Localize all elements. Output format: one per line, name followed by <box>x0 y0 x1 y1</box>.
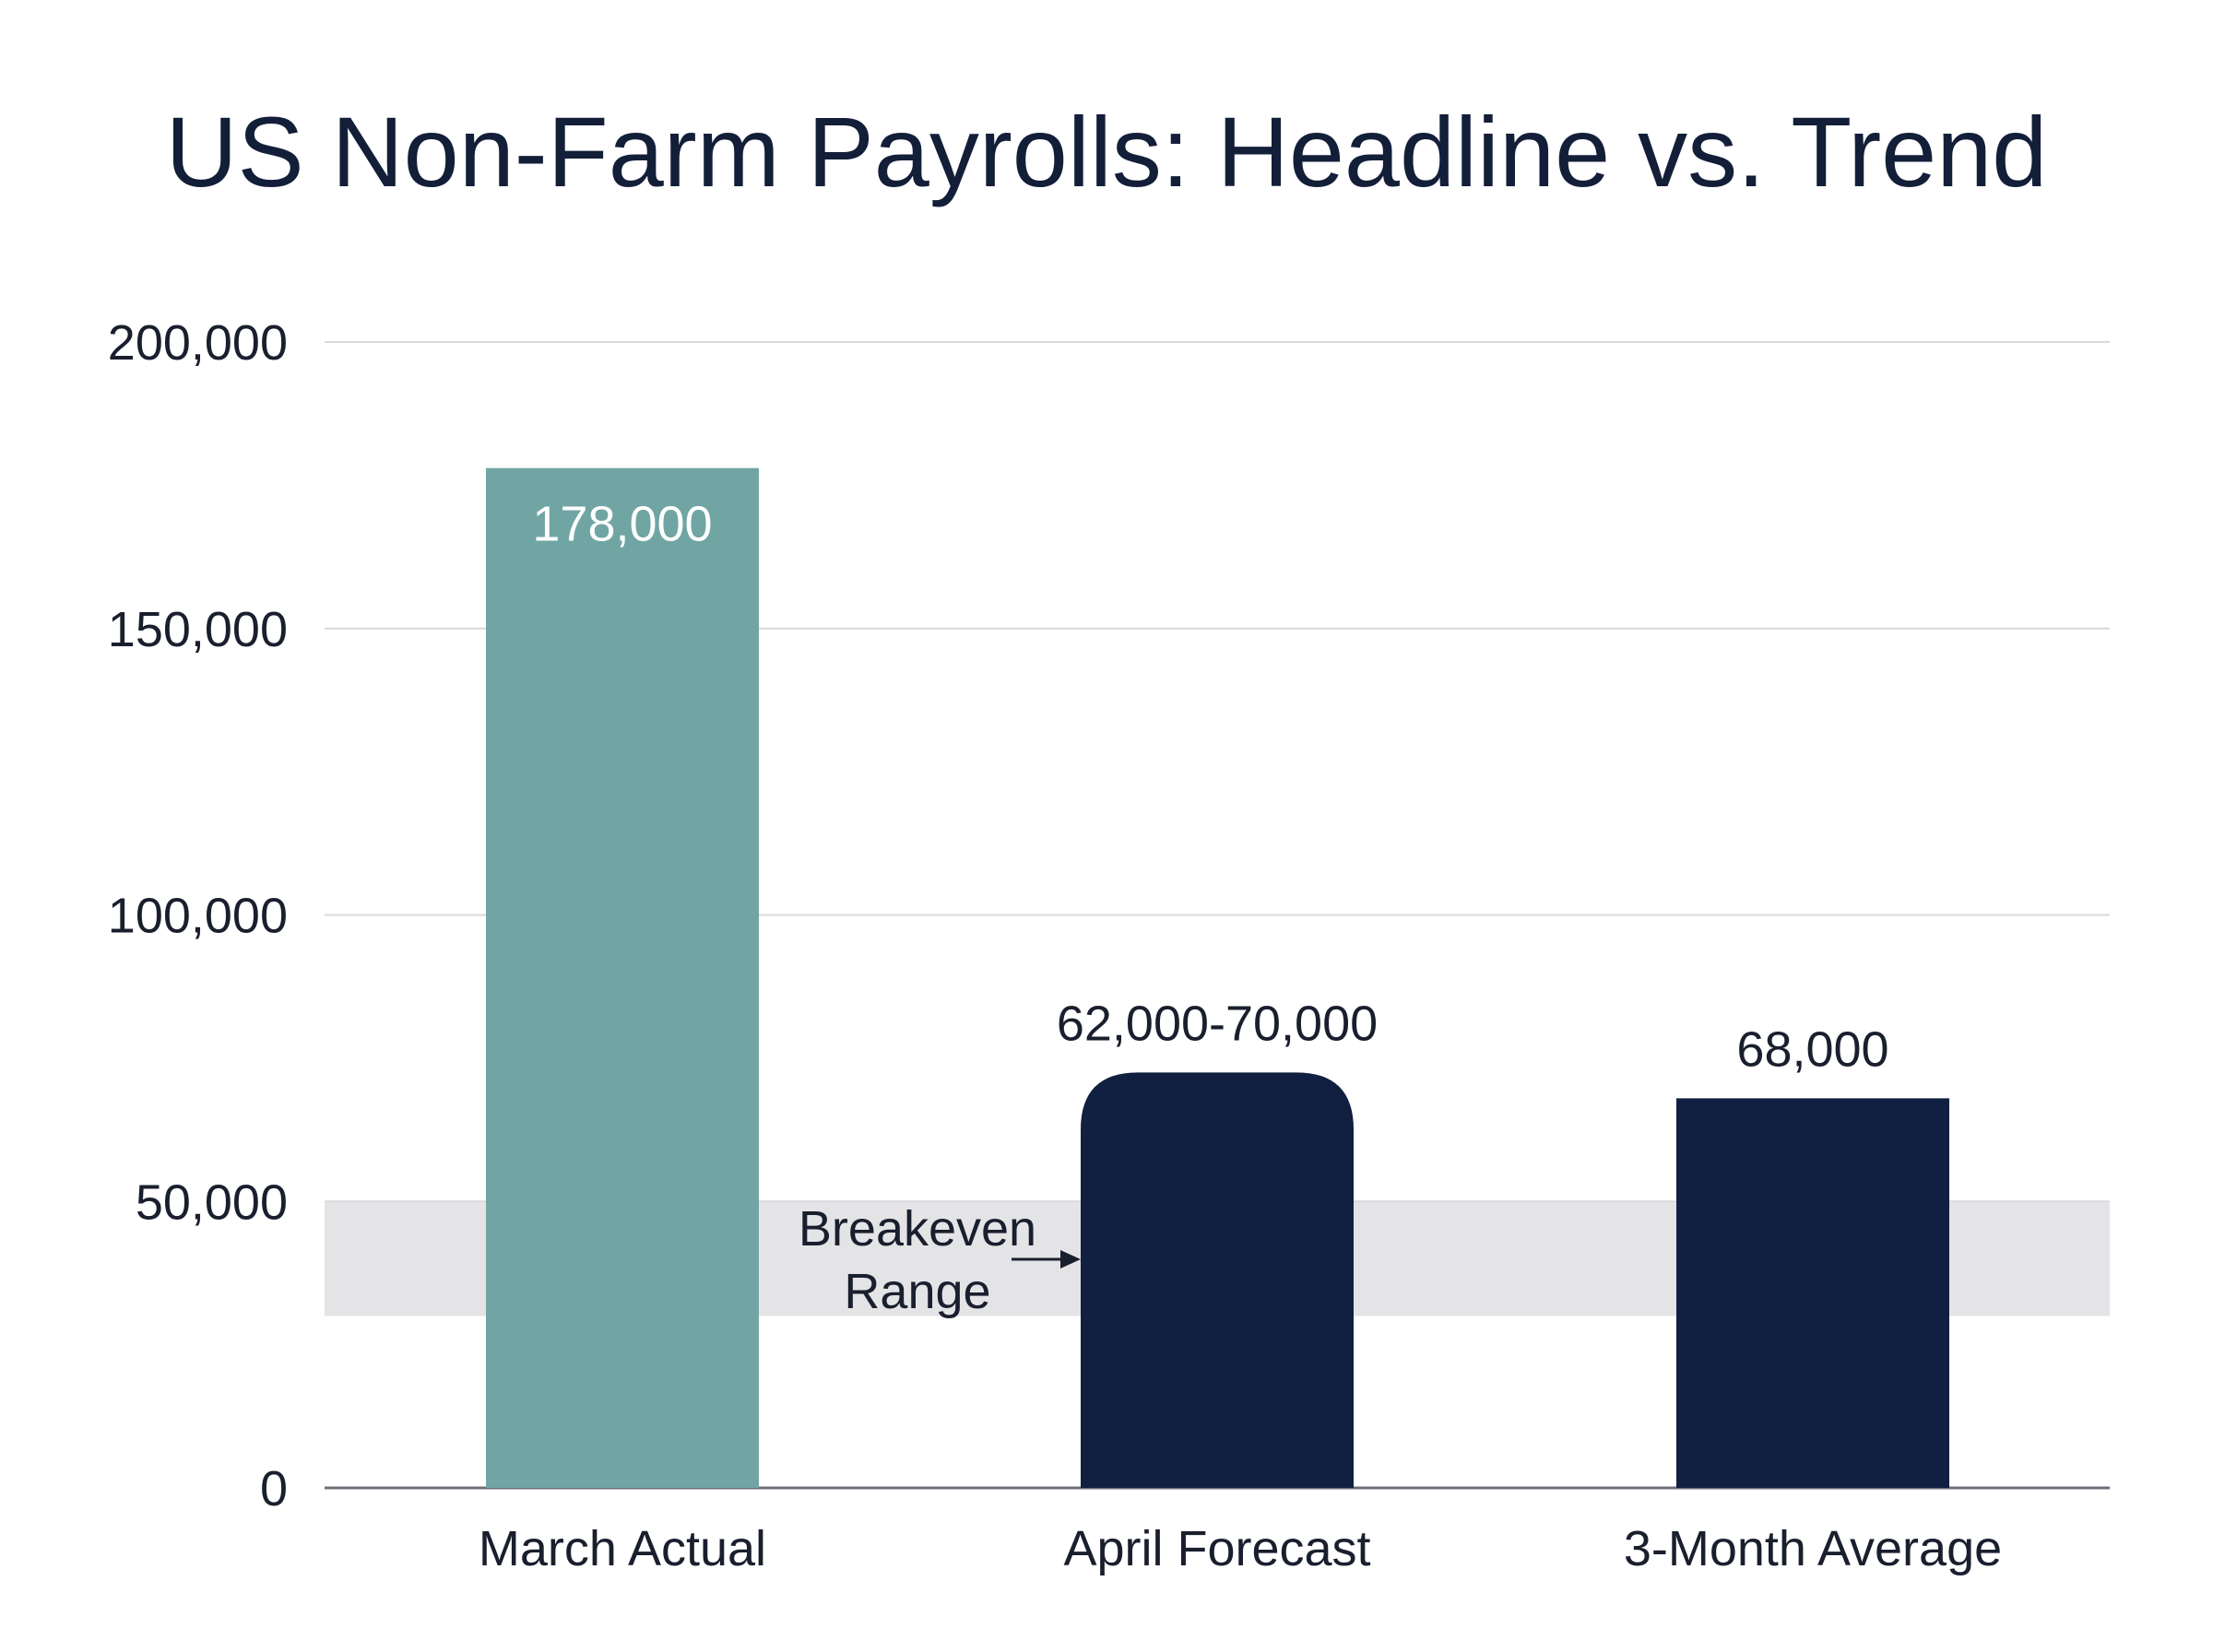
category-label: April Forecast <box>1063 1521 1370 1576</box>
bar-value-label: 68,000 <box>1736 1021 1888 1077</box>
bar-3-month-average <box>1676 1098 1949 1488</box>
breakeven-label-line2: Range <box>844 1264 990 1319</box>
y-tick-label: 200,000 <box>108 315 288 371</box>
bar-april-forecast <box>1081 1072 1354 1488</box>
y-tick-label: 150,000 <box>108 602 288 657</box>
y-tick-label: 100,000 <box>108 889 288 944</box>
y-tick-label: 50,000 <box>136 1174 288 1230</box>
breakeven-label-line1: Breakeven <box>799 1201 1036 1257</box>
bar-value-label: 178,000 <box>532 497 712 552</box>
bars <box>486 467 1949 1489</box>
bar-march-actual <box>486 467 759 1489</box>
breakeven-arrow-head <box>1060 1250 1081 1268</box>
labels: 0 50,000 100,000 150,000 200,000 178,000 March… <box>108 315 2002 1576</box>
category-label: 3-Month Average <box>1624 1521 2002 1576</box>
bar-value-label: 62,000-70,000 <box>1057 996 1378 1051</box>
category-label: March Actual <box>479 1521 766 1576</box>
chart-title: US Non-Farm Payrolls: Headline vs. Trend <box>165 96 2048 207</box>
y-tick-label: 0 <box>260 1461 288 1516</box>
